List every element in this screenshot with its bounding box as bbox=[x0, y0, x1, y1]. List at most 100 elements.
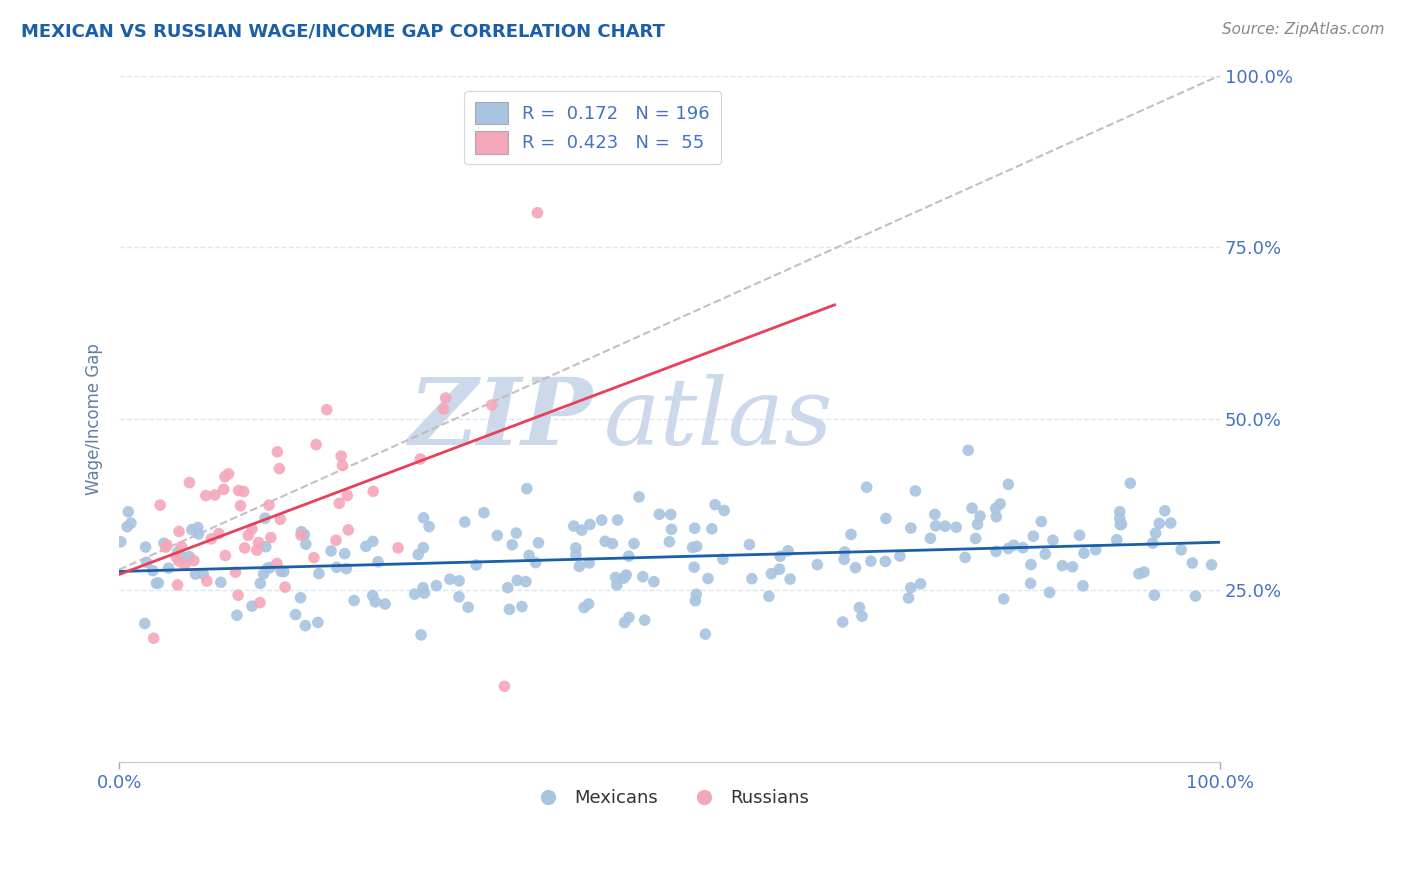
Point bbox=[593, 534, 616, 549]
Point bbox=[875, 511, 897, 525]
Point bbox=[517, 549, 540, 563]
Point bbox=[284, 607, 307, 622]
Point bbox=[273, 565, 295, 579]
Point bbox=[294, 527, 316, 541]
Point bbox=[966, 517, 988, 532]
Point bbox=[848, 600, 870, 615]
Point bbox=[969, 509, 991, 524]
Point bbox=[332, 458, 354, 473]
Point bbox=[571, 523, 593, 537]
Point bbox=[439, 572, 461, 586]
Point bbox=[225, 608, 247, 623]
Point bbox=[412, 511, 434, 525]
Point bbox=[704, 498, 727, 512]
Point bbox=[200, 532, 222, 546]
Text: ZIP: ZIP bbox=[408, 374, 592, 464]
Point bbox=[117, 505, 139, 519]
Point bbox=[1143, 588, 1166, 602]
Point bbox=[184, 567, 207, 582]
Point bbox=[769, 549, 792, 564]
Point bbox=[145, 576, 167, 591]
Point bbox=[180, 523, 202, 537]
Point bbox=[328, 496, 350, 510]
Point bbox=[240, 522, 263, 536]
Point bbox=[498, 602, 520, 616]
Point bbox=[934, 519, 956, 533]
Point bbox=[361, 589, 384, 603]
Point bbox=[1160, 516, 1182, 530]
Point bbox=[1181, 556, 1204, 570]
Point bbox=[290, 591, 312, 605]
Point bbox=[683, 560, 706, 574]
Point bbox=[179, 549, 201, 564]
Point bbox=[602, 537, 624, 551]
Point bbox=[986, 509, 1008, 524]
Point bbox=[695, 627, 717, 641]
Point bbox=[806, 558, 828, 572]
Point bbox=[605, 570, 627, 584]
Point bbox=[228, 483, 250, 498]
Point bbox=[214, 549, 236, 563]
Point bbox=[232, 484, 254, 499]
Point bbox=[295, 537, 318, 551]
Point bbox=[413, 586, 436, 600]
Point bbox=[960, 501, 983, 516]
Point bbox=[831, 615, 853, 629]
Point bbox=[617, 610, 640, 624]
Point bbox=[447, 590, 470, 604]
Point bbox=[516, 482, 538, 496]
Point bbox=[308, 566, 330, 581]
Point bbox=[988, 497, 1011, 511]
Point bbox=[246, 543, 269, 558]
Point bbox=[449, 574, 471, 588]
Point bbox=[409, 452, 432, 467]
Point bbox=[472, 506, 495, 520]
Point bbox=[700, 522, 723, 536]
Point bbox=[486, 528, 509, 542]
Point bbox=[254, 540, 277, 554]
Point bbox=[1109, 517, 1132, 532]
Point bbox=[153, 536, 176, 550]
Point bbox=[1144, 526, 1167, 541]
Point bbox=[834, 545, 856, 559]
Point bbox=[1073, 546, 1095, 560]
Point bbox=[658, 534, 681, 549]
Point bbox=[193, 567, 215, 582]
Point bbox=[778, 543, 800, 558]
Point bbox=[924, 508, 946, 522]
Point bbox=[1149, 516, 1171, 531]
Point bbox=[110, 534, 132, 549]
Point bbox=[321, 544, 343, 558]
Point bbox=[606, 578, 628, 592]
Point bbox=[290, 524, 312, 539]
Point bbox=[579, 517, 602, 532]
Point bbox=[527, 536, 550, 550]
Point bbox=[613, 615, 636, 630]
Point bbox=[173, 558, 195, 573]
Point bbox=[738, 537, 761, 551]
Point bbox=[240, 599, 263, 613]
Point bbox=[855, 480, 877, 494]
Point bbox=[249, 576, 271, 591]
Point bbox=[839, 527, 862, 541]
Point bbox=[900, 521, 922, 535]
Point bbox=[454, 515, 477, 529]
Point bbox=[266, 445, 288, 459]
Point bbox=[1105, 533, 1128, 547]
Point bbox=[465, 558, 488, 572]
Point bbox=[897, 591, 920, 605]
Point bbox=[335, 561, 357, 575]
Point bbox=[361, 484, 384, 499]
Point bbox=[859, 554, 882, 568]
Point bbox=[425, 579, 447, 593]
Point bbox=[631, 570, 654, 584]
Point bbox=[315, 402, 337, 417]
Point bbox=[1084, 542, 1107, 557]
Point bbox=[364, 595, 387, 609]
Point bbox=[249, 596, 271, 610]
Point bbox=[135, 540, 157, 554]
Point bbox=[633, 613, 655, 627]
Point bbox=[274, 580, 297, 594]
Point bbox=[361, 534, 384, 549]
Point bbox=[187, 520, 209, 534]
